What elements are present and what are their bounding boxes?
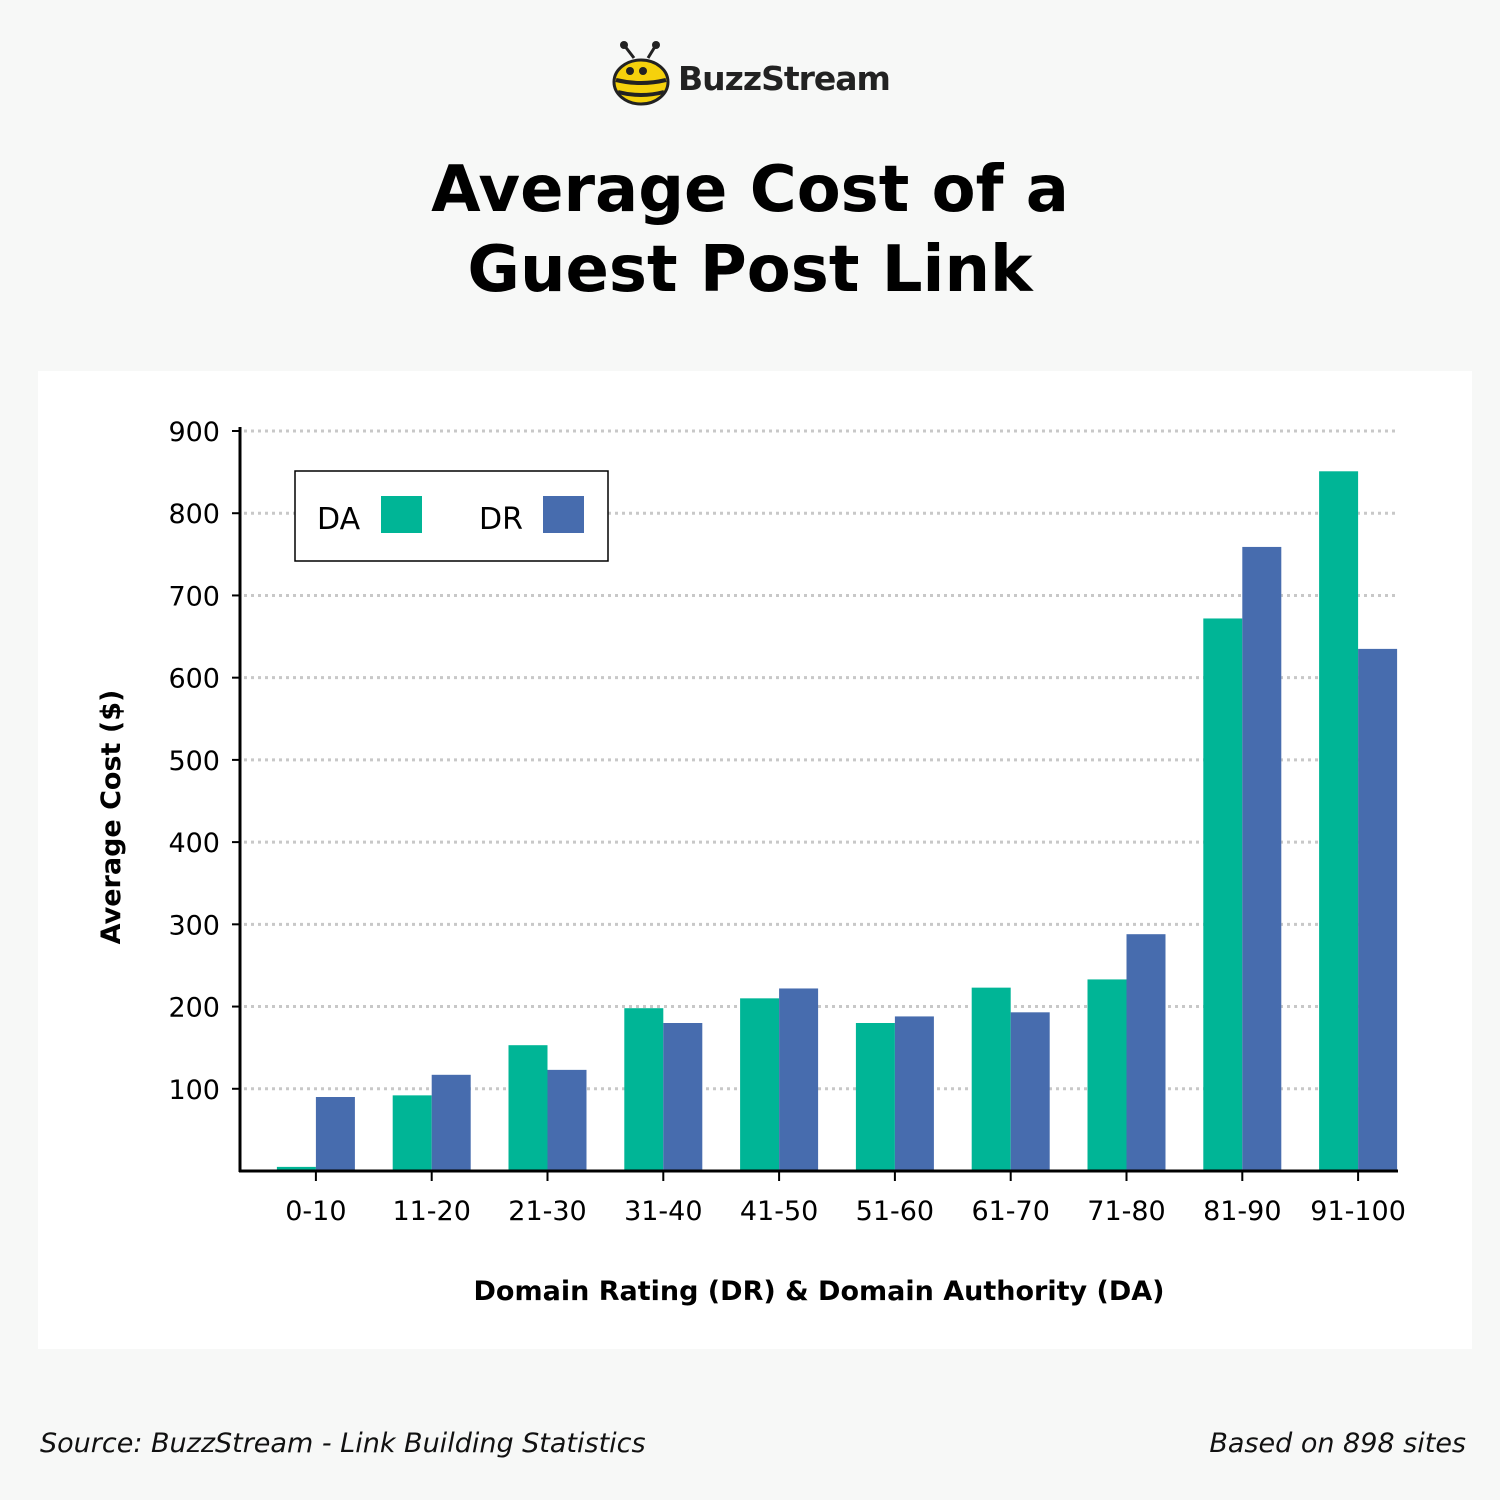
x-tick-label-21-30: 21-30: [508, 1196, 586, 1227]
bar-da-0-10: [276, 1166, 316, 1171]
x-tick-label-61-70: 61-70: [971, 1196, 1049, 1227]
bar-da-31-40: [624, 1008, 664, 1171]
x-tick-label-91-100: 91-100: [1310, 1196, 1406, 1227]
title-line-2: Guest Post Link: [467, 233, 1033, 307]
bar-dr-11-20: [431, 1074, 471, 1171]
legend-swatch-da: [381, 496, 422, 533]
bee-icon: [612, 41, 670, 106]
x-tick-label-31-40: 31-40: [624, 1196, 702, 1227]
bar-dr-31-40: [663, 1023, 703, 1171]
y-tick-label-300: 300: [168, 910, 220, 941]
x-tick-label-51-60: 51-60: [856, 1196, 934, 1227]
bar-da-41-50: [740, 998, 780, 1171]
y-axis-title: Average Cost ($): [96, 690, 127, 945]
legend-swatch-dr: [543, 496, 584, 533]
y-tick-label-100: 100: [168, 1075, 220, 1106]
sample-size-note: Based on 898 sites: [1209, 1428, 1466, 1459]
bar-da-91-100: [1319, 471, 1359, 1171]
y-tick-label-600: 600: [168, 664, 220, 695]
brand-header: BuzzStream: [0, 38, 1500, 108]
bar-dr-71-80: [1126, 934, 1166, 1171]
chart-panel: 100 200 300 400 500 600 700 800 900 0-10 11-20 21-3…: [38, 371, 1472, 1349]
bar-da-71-80: [1087, 979, 1127, 1171]
y-tick-label-700: 700: [168, 581, 220, 612]
bar-dr-21-30: [547, 1069, 587, 1171]
bar-dr-51-60: [894, 1016, 934, 1171]
x-tick-label-11-20: 11-20: [392, 1196, 470, 1227]
x-axis-title: Domain Rating (DR) & Domain Authority (D…: [474, 1276, 1165, 1307]
y-tick-label-900: 900: [168, 417, 220, 448]
bar-da-51-60: [855, 1023, 895, 1171]
bar-dr-91-100: [1358, 648, 1398, 1171]
bar-dr-41-50: [779, 988, 819, 1171]
y-tick-label-400: 400: [168, 828, 220, 859]
legend-label-dr: DR: [479, 502, 523, 537]
y-tick-label-500: 500: [168, 746, 220, 777]
bar-chart: 100 200 300 400 500 600 700 800 900 0-10 11-20 21-3…: [96, 417, 1406, 1307]
bar-da-61-70: [971, 987, 1011, 1171]
brand-name: BuzzStream: [678, 58, 891, 98]
y-tick-label-200: 200: [168, 993, 220, 1024]
bar-da-81-90: [1203, 618, 1243, 1171]
x-tick-label-0-10: 0-10: [285, 1196, 346, 1227]
bar-dr-81-90: [1242, 546, 1282, 1171]
bar-da-21-30: [508, 1045, 548, 1171]
y-tick-label-800: 800: [168, 499, 220, 530]
bar-dr-0-10: [315, 1097, 355, 1171]
page-title: Average Cost of a Guest Post Link: [0, 150, 1500, 310]
legend-label-da: DA: [317, 502, 361, 537]
x-tick-label-81-90: 81-90: [1203, 1196, 1281, 1227]
x-tick-label-71-80: 71-80: [1087, 1196, 1165, 1227]
bar-da-11-20: [392, 1095, 432, 1171]
x-tick-label-41-50: 41-50: [740, 1196, 818, 1227]
bar-dr-61-70: [1010, 1012, 1050, 1171]
source-note: Source: BuzzStream - Link Building Stati…: [40, 1428, 646, 1459]
title-line-1: Average Cost of a: [431, 153, 1069, 227]
